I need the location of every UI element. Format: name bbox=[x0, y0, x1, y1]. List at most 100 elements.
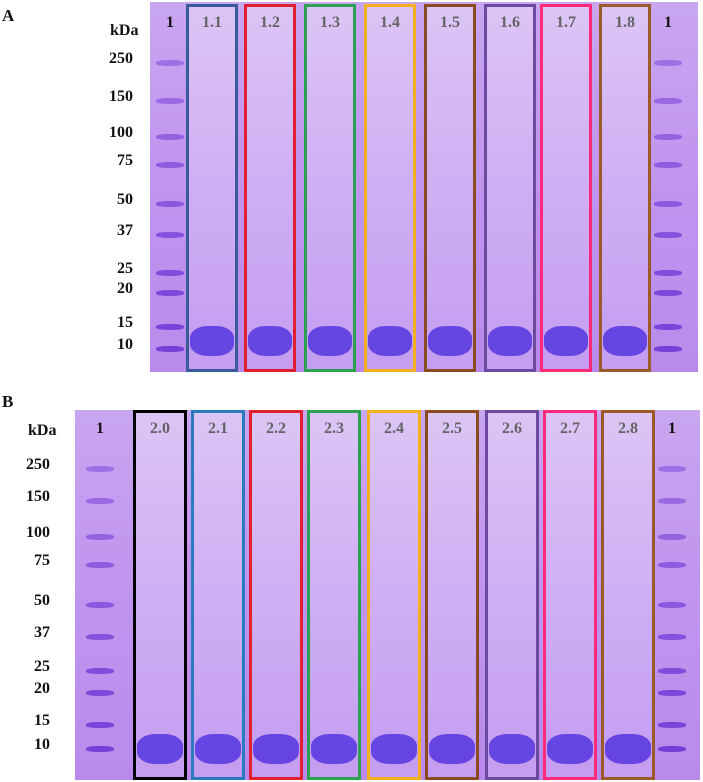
lane-2.6-box bbox=[485, 410, 539, 780]
lane-1.4-dye-front bbox=[368, 326, 412, 356]
lane-1.3-box bbox=[304, 4, 356, 372]
ladder-band bbox=[654, 324, 682, 330]
lane-2.0-fill bbox=[133, 410, 187, 780]
lane-label-1.2: 1.2 bbox=[250, 14, 290, 32]
lane-2.5-dye-front bbox=[429, 734, 475, 764]
mw-marker-20: 20 bbox=[117, 280, 133, 297]
lane-label-2.8: 2.8 bbox=[608, 420, 648, 438]
ladder-band bbox=[156, 162, 184, 168]
mw-marker-100: 100 bbox=[26, 524, 50, 541]
lane-label-1: 1 bbox=[96, 420, 104, 437]
ladder-band bbox=[156, 324, 184, 330]
ladder-band bbox=[654, 270, 682, 276]
lane-1.5-fill bbox=[424, 4, 476, 372]
ladder-band bbox=[156, 290, 184, 296]
ladder-band bbox=[156, 346, 184, 352]
ladder-band bbox=[156, 60, 184, 66]
lane-2.0-box bbox=[133, 410, 187, 780]
lane-2.4-box bbox=[367, 410, 421, 780]
ladder-band bbox=[654, 232, 682, 238]
ladder-band bbox=[86, 466, 114, 472]
lane-1.7-dye-front bbox=[544, 326, 588, 356]
lane-1.3-fill bbox=[304, 4, 356, 372]
ladder-band bbox=[654, 134, 682, 140]
mw-marker-150: 150 bbox=[109, 88, 133, 105]
lane-label-1.8: 1.8 bbox=[605, 14, 645, 32]
lane-label-2.7: 2.7 bbox=[550, 420, 590, 438]
ladder-band bbox=[658, 498, 686, 504]
panel-a-letter: A bbox=[2, 6, 15, 25]
mw-marker-10: 10 bbox=[117, 336, 133, 353]
lane-2.5-fill bbox=[425, 410, 479, 780]
lane-label-1: 1 bbox=[166, 14, 174, 31]
lane-label-2.2: 2.2 bbox=[256, 420, 296, 438]
panel-b-letter: B bbox=[2, 392, 14, 411]
lane-1.1-box bbox=[186, 4, 238, 372]
lane-2.1-dye-front bbox=[195, 734, 241, 764]
lane-label-2.6: 2.6 bbox=[492, 420, 532, 438]
mw-marker-250: 250 bbox=[109, 50, 133, 67]
lane-1.1-fill bbox=[186, 4, 238, 372]
mw-marker-50: 50 bbox=[117, 191, 133, 208]
ladder-band bbox=[658, 466, 686, 472]
lane-2.5-box bbox=[425, 410, 479, 780]
lane-2.2-fill bbox=[249, 410, 303, 780]
lane-label-1: 1 bbox=[668, 420, 676, 437]
lane-1.8-fill bbox=[599, 4, 651, 372]
lane-1.8-box bbox=[599, 4, 651, 372]
lane-2.8-fill bbox=[601, 410, 655, 780]
lane-2.3-fill bbox=[307, 410, 361, 780]
ladder-band bbox=[658, 722, 686, 728]
lane-1.5-box bbox=[424, 4, 476, 372]
lane-1.6-dye-front bbox=[488, 326, 532, 356]
lane-1.2-dye-front bbox=[248, 326, 292, 356]
lane-1.5-dye-front bbox=[428, 326, 472, 356]
lane-label-2.3: 2.3 bbox=[314, 420, 354, 438]
lane-label-1: 1 bbox=[664, 14, 672, 31]
ladder-band bbox=[654, 290, 682, 296]
lane-1.4-fill bbox=[364, 4, 416, 372]
lane-label-1.3: 1.3 bbox=[310, 14, 350, 32]
ladder-band bbox=[86, 534, 114, 540]
ladder-band bbox=[658, 690, 686, 696]
mw-marker-75: 75 bbox=[34, 552, 50, 569]
lane-2.8-box bbox=[601, 410, 655, 780]
mw-marker-100: 100 bbox=[109, 124, 133, 141]
lane-1.6-fill bbox=[484, 4, 536, 372]
lane-2.6-dye-front bbox=[489, 734, 535, 764]
ladder-band bbox=[86, 722, 114, 728]
ladder-band bbox=[654, 98, 682, 104]
mw-marker-75: 75 bbox=[117, 152, 133, 169]
panel-a-kda-label: kDa bbox=[110, 22, 139, 39]
ladder-band bbox=[658, 534, 686, 540]
lane-2.2-dye-front bbox=[253, 734, 299, 764]
panel-b-kda-label: kDa bbox=[28, 422, 57, 439]
lane-label-2.0: 2.0 bbox=[140, 420, 180, 438]
ladder-band bbox=[654, 201, 682, 207]
mw-marker-20: 20 bbox=[34, 680, 50, 697]
lane-1.2-fill bbox=[244, 4, 296, 372]
mw-marker-37: 37 bbox=[117, 222, 133, 239]
lane-label-2.5: 2.5 bbox=[432, 420, 472, 438]
lane-2.3-box bbox=[307, 410, 361, 780]
ladder-band bbox=[156, 232, 184, 238]
lane-2.1-fill bbox=[191, 410, 245, 780]
lane-2.1-box bbox=[191, 410, 245, 780]
mw-marker-37: 37 bbox=[34, 624, 50, 641]
lane-label-2.4: 2.4 bbox=[374, 420, 414, 438]
ladder-band bbox=[654, 346, 682, 352]
lane-2.3-dye-front bbox=[311, 734, 357, 764]
ladder-band bbox=[86, 498, 114, 504]
lane-1.1-dye-front bbox=[190, 326, 234, 356]
ladder-band bbox=[658, 634, 686, 640]
ladder-band bbox=[86, 746, 114, 752]
lane-1.8-dye-front bbox=[603, 326, 647, 356]
lane-1.7-fill bbox=[540, 4, 592, 372]
ladder-band bbox=[658, 746, 686, 752]
lane-1.3-dye-front bbox=[308, 326, 352, 356]
mw-marker-15: 15 bbox=[34, 712, 50, 729]
mw-marker-25: 25 bbox=[34, 658, 50, 675]
lane-2.0-dye-front bbox=[137, 734, 183, 764]
ladder-band bbox=[654, 162, 682, 168]
lane-2.7-dye-front bbox=[547, 734, 593, 764]
